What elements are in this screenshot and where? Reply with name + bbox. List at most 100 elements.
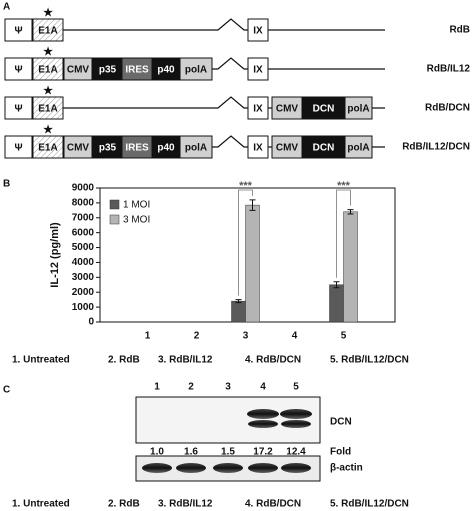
- actin-band: [281, 463, 311, 473]
- construct-element: [179, 57, 213, 81]
- blot-label: β-actin: [330, 463, 363, 474]
- element-label: IX: [253, 104, 263, 115]
- legend-swatch: [109, 199, 120, 210]
- x-tick-label: 4: [292, 331, 298, 342]
- error-bar: [347, 209, 354, 215]
- construct-element: [247, 18, 269, 42]
- y-tick-label: 5000: [72, 242, 95, 253]
- legend-label: 1 MOI: [123, 200, 150, 211]
- bar: [343, 211, 358, 323]
- construct-element: [63, 135, 93, 159]
- significance-label: ***: [239, 180, 253, 192]
- bar: [329, 284, 344, 323]
- element-label: p35: [99, 143, 117, 154]
- group-label: 2. RdB: [108, 355, 140, 366]
- element-label: E1A: [38, 65, 57, 76]
- construct-element: [247, 96, 269, 120]
- construct-element: [32, 96, 64, 120]
- element-label: polA: [185, 65, 207, 76]
- construct-element: [4, 96, 33, 120]
- element-label: Ψ: [14, 104, 22, 115]
- element-label: E1A: [38, 26, 57, 37]
- x-tick-label: 5: [341, 331, 347, 342]
- y-axis-label: IL-12 (pg/ml): [49, 222, 61, 288]
- lane-label: 3: [225, 382, 231, 393]
- bar: [231, 300, 246, 323]
- star-marker: ★: [43, 124, 53, 136]
- backbone: [5, 18, 385, 31]
- fold-value: 12.4: [286, 447, 306, 458]
- lane-label: 5: [293, 382, 299, 393]
- construct-name: RdB/IL12: [427, 64, 471, 75]
- significance-bracket: [238, 189, 253, 296]
- element-label: p35: [99, 65, 117, 76]
- actin-band: [176, 463, 206, 473]
- star-marker: ★: [43, 7, 53, 19]
- dcn-band: [248, 420, 278, 428]
- fold-value: 17.2: [253, 447, 273, 458]
- element-label: IRES: [125, 143, 149, 154]
- construct-element: [4, 18, 33, 42]
- element-label: IX: [253, 143, 263, 154]
- y-tick-label: 9000: [72, 183, 95, 194]
- panel-label: B: [3, 179, 10, 190]
- lane-label: 4: [260, 382, 266, 393]
- blot-label: DCN: [330, 417, 352, 428]
- construct-element: [179, 135, 213, 159]
- construct-element: [32, 18, 64, 42]
- actin-band: [248, 463, 278, 473]
- bar: [245, 204, 260, 323]
- error-bar: [235, 299, 242, 304]
- element-label: polA: [347, 104, 369, 115]
- element-label: E1A: [38, 104, 57, 115]
- element-label: CMV: [67, 65, 90, 76]
- construct-name: RdB: [449, 25, 470, 36]
- x-tick-label: 1: [145, 331, 151, 342]
- actin-band: [142, 463, 172, 473]
- element-label: polA: [347, 143, 369, 154]
- construct-element: [32, 135, 64, 159]
- legend-swatch: [109, 214, 120, 225]
- element-label: CMV: [276, 104, 299, 115]
- construct-element: [32, 57, 64, 81]
- y-tick-label: 1000: [72, 302, 95, 313]
- significance-label: ***: [337, 180, 351, 192]
- element-label: IX: [253, 26, 263, 37]
- element-label: DCN: [313, 104, 335, 115]
- group-label: 2. RdB: [108, 499, 140, 510]
- construct-element: [344, 135, 373, 159]
- element-label: CMV: [276, 143, 299, 154]
- group-label: 3. RdB/IL12: [158, 499, 213, 510]
- star-marker: ★: [43, 46, 53, 58]
- construct-name: RdB/IL12/DCN: [402, 142, 470, 153]
- element-label: p40: [157, 143, 175, 154]
- construct-name: RdB/DCN: [425, 103, 470, 114]
- group-label: 1. Untreated: [12, 355, 70, 366]
- group-label: 3. RdB/IL12: [158, 355, 213, 366]
- fold-value: 1.0: [150, 447, 164, 458]
- group-label: 4. RdB/DCN: [245, 355, 301, 366]
- element-label: Ψ: [14, 26, 22, 37]
- fold-value: 1.6: [184, 447, 198, 458]
- group-label: 4. RdB/DCN: [245, 499, 301, 510]
- group-label: 1. Untreated: [12, 499, 70, 510]
- element-label: IX: [253, 65, 263, 76]
- element-label: IRES: [125, 65, 149, 76]
- y-tick-label: 0: [88, 317, 94, 328]
- element-label: CMV: [67, 143, 90, 154]
- x-tick-label: 2: [194, 331, 200, 342]
- y-tick-label: 3000: [72, 272, 95, 283]
- lane-label: 2: [188, 382, 194, 393]
- element-label: p40: [157, 65, 175, 76]
- fold-label: Fold: [330, 447, 351, 458]
- dcn-band: [247, 409, 279, 419]
- construct-element: [247, 135, 269, 159]
- element-label: polA: [185, 143, 207, 154]
- element-label: E1A: [38, 143, 57, 154]
- star-marker: ★: [43, 85, 53, 97]
- error-bar: [333, 281, 340, 289]
- y-tick-label: 6000: [72, 227, 95, 238]
- fold-value: 1.5: [221, 447, 235, 458]
- dcn-band: [280, 409, 312, 419]
- y-tick-label: 7000: [72, 212, 95, 223]
